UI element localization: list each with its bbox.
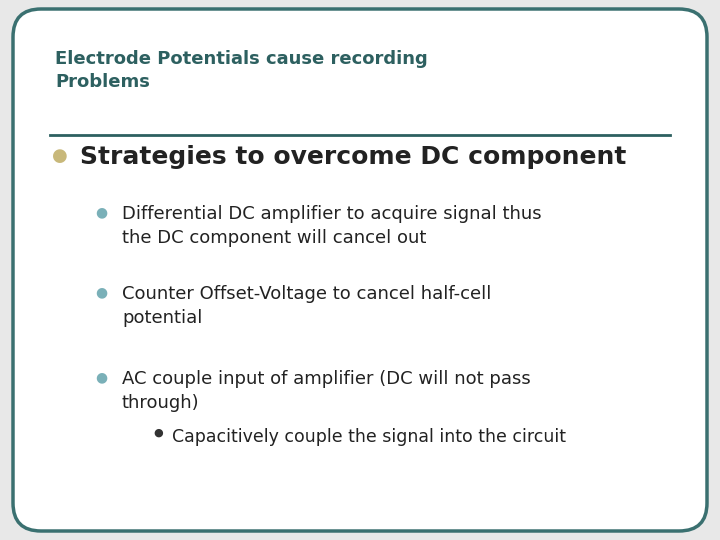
Text: ●: ● [52, 147, 68, 165]
FancyBboxPatch shape [13, 9, 707, 531]
Text: Strategies to overcome DC component: Strategies to overcome DC component [80, 145, 626, 169]
Text: ●: ● [95, 205, 107, 219]
Text: Counter Offset-Voltage to cancel half-cell
potential: Counter Offset-Voltage to cancel half-ce… [122, 285, 491, 327]
Text: ●: ● [95, 285, 107, 299]
Text: ●: ● [95, 370, 107, 384]
Text: Differential DC amplifier to acquire signal thus
the DC component will cancel ou: Differential DC amplifier to acquire sig… [122, 205, 541, 247]
Text: ●: ● [153, 428, 163, 438]
Text: AC couple input of amplifier (DC will not pass
through): AC couple input of amplifier (DC will no… [122, 370, 531, 413]
Text: Capacitively couple the signal into the circuit: Capacitively couple the signal into the … [172, 428, 566, 446]
Text: Electrode Potentials cause recording
Problems: Electrode Potentials cause recording Pro… [55, 50, 428, 91]
